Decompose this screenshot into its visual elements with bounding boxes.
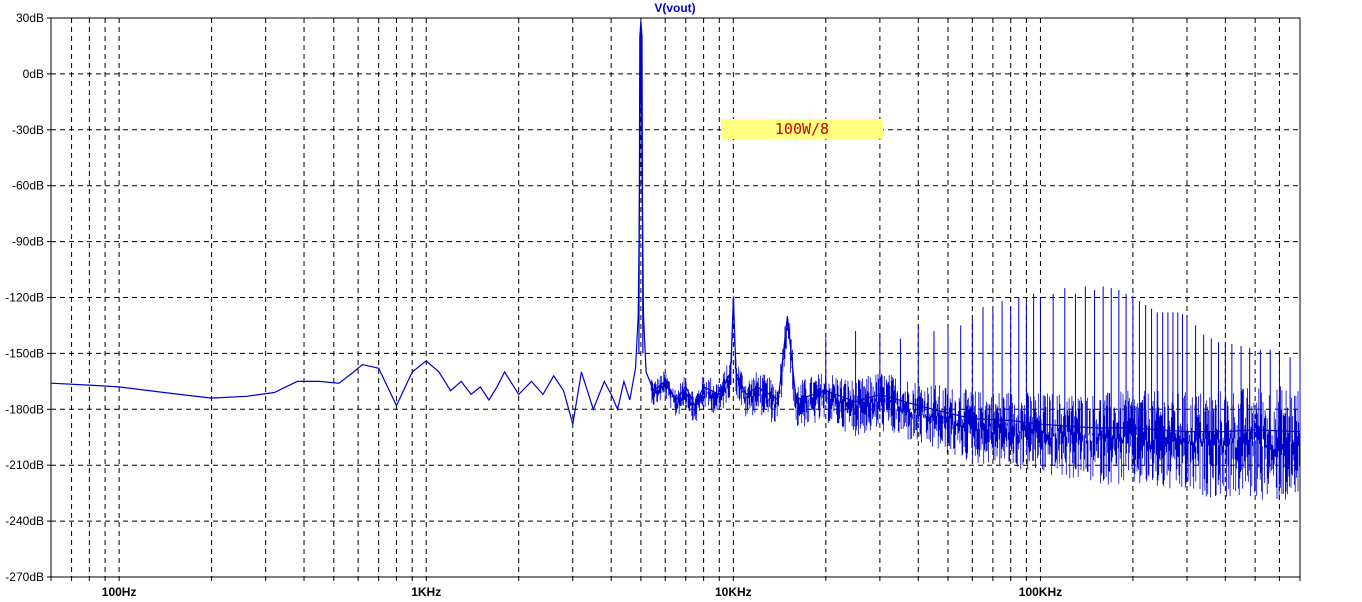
y-tick-label: -270dB bbox=[5, 570, 44, 584]
y-tick-label: 0dB bbox=[23, 67, 44, 81]
annotation-box bbox=[721, 119, 883, 139]
x-tick-label: 1KHz bbox=[411, 585, 441, 599]
y-tick-label: -90dB bbox=[12, 235, 44, 249]
series-layer bbox=[50, 21, 1301, 433]
x-tick-label: 10KHz bbox=[715, 585, 752, 599]
series-line bbox=[50, 21, 1301, 433]
y-tick-label: -30dB bbox=[12, 123, 44, 137]
y-tick-label: -210dB bbox=[5, 458, 44, 472]
y-tick-label: -180dB bbox=[5, 402, 44, 416]
fundamental-peak bbox=[638, 21, 644, 354]
tick-labels: 30dB 0dB -30dB -60dB -90dB -120dB -150dB -180dB… bbox=[5, 11, 1062, 599]
x-tick-label: 100KHz bbox=[1019, 585, 1062, 599]
y-tick-label: -60dB bbox=[12, 179, 44, 193]
y-tick-label: -240dB bbox=[5, 514, 44, 528]
x-tick-label: 100Hz bbox=[102, 585, 137, 599]
noise-floor bbox=[650, 286, 1301, 500]
chart-title: V(vout) bbox=[654, 1, 695, 15]
annotation-text: 100W/8 bbox=[775, 120, 829, 138]
y-tick-label: -120dB bbox=[5, 291, 44, 305]
y-tick-label: 30dB bbox=[16, 11, 44, 25]
y-tick-label: -150dB bbox=[5, 346, 44, 360]
annotation[interactable]: 100W/8 bbox=[721, 119, 883, 139]
tick-marks bbox=[47, 17, 1301, 581]
